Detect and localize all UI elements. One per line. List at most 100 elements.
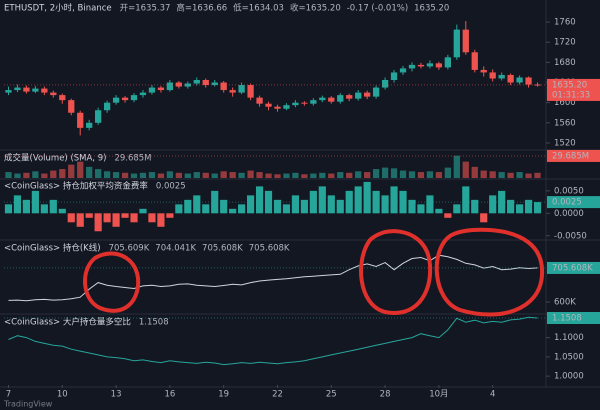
volume-bar bbox=[319, 172, 326, 178]
volume-bar bbox=[426, 171, 434, 178]
funding-bar bbox=[94, 213, 102, 232]
volume-bar bbox=[14, 173, 21, 178]
volume-bar bbox=[95, 169, 102, 178]
candle-body bbox=[112, 97, 120, 103]
volume-bar bbox=[112, 172, 120, 178]
price-tag-label: 0.0025 bbox=[552, 198, 582, 208]
candle-body bbox=[534, 84, 541, 86]
candle-body bbox=[301, 102, 308, 104]
panel-info: 开=1635.37 bbox=[120, 4, 171, 14]
candle-body bbox=[417, 64, 425, 67]
candle-body bbox=[444, 57, 451, 68]
y-tick-label: 1.1000 bbox=[554, 333, 584, 343]
candle-body bbox=[14, 87, 21, 91]
y-tick-label: 1720 bbox=[554, 38, 576, 48]
volume-bar bbox=[274, 174, 281, 178]
funding-bar bbox=[515, 204, 524, 214]
funding-bar bbox=[31, 190, 39, 214]
candle-body bbox=[86, 122, 93, 128]
panel-info: 高=1636.66 bbox=[176, 3, 227, 14]
x-tick-label: 16 bbox=[164, 390, 175, 400]
funding-bar bbox=[229, 208, 237, 214]
funding-bar bbox=[175, 204, 183, 214]
x-tick-label: 19 bbox=[218, 390, 229, 400]
volume-bar bbox=[175, 172, 182, 178]
volume-bar bbox=[417, 172, 425, 178]
panel-info: 704.041K bbox=[155, 244, 196, 254]
volume-bar bbox=[444, 167, 451, 178]
funding-bar bbox=[408, 199, 416, 214]
volume-bar bbox=[328, 173, 335, 178]
volume-bar bbox=[238, 172, 245, 178]
x-tick-label: 10月 bbox=[429, 390, 448, 400]
y-tick-label: 1680 bbox=[554, 58, 576, 68]
candle-body bbox=[193, 80, 200, 84]
funding-bar bbox=[327, 195, 335, 214]
volume-bar bbox=[408, 171, 416, 178]
funding-bar bbox=[291, 195, 300, 214]
x-tick-label: 10 bbox=[57, 390, 68, 400]
y-tick-label: 0.0050 bbox=[554, 186, 584, 196]
current-value: 1635.20 bbox=[414, 4, 449, 14]
y-tick-label: -0.0050 bbox=[554, 231, 587, 241]
circle bbox=[82, 251, 141, 313]
candle-body bbox=[32, 88, 39, 92]
candle-body bbox=[220, 82, 227, 91]
x-tick-label: 4 bbox=[490, 390, 495, 400]
volume-bar bbox=[516, 172, 523, 178]
candle-body bbox=[471, 52, 478, 70]
funding-bar bbox=[480, 213, 488, 223]
candle-body bbox=[516, 77, 523, 83]
candle-body bbox=[319, 97, 326, 101]
funding-bar bbox=[148, 213, 156, 223]
candle-body bbox=[310, 100, 317, 104]
funding-bar bbox=[489, 195, 497, 214]
x-tick-label: 22 bbox=[272, 390, 283, 400]
candle-body bbox=[283, 105, 290, 109]
funding-bar bbox=[49, 199, 57, 214]
x-tick-label: 13 bbox=[111, 390, 122, 400]
volume-bar bbox=[86, 166, 93, 178]
funding-bar bbox=[381, 195, 389, 214]
funding-bar bbox=[435, 208, 443, 214]
candle-body bbox=[211, 82, 218, 86]
candle-body bbox=[435, 63, 443, 68]
series-line bbox=[8, 316, 538, 366]
funding-bar bbox=[238, 204, 246, 214]
panel-info: 705.609K bbox=[109, 244, 150, 254]
funding-bar bbox=[363, 181, 371, 214]
candle-body bbox=[364, 92, 371, 97]
candle-body bbox=[121, 97, 129, 101]
candle-body bbox=[399, 68, 407, 73]
funding-bar bbox=[426, 195, 434, 214]
candle-body bbox=[68, 100, 75, 113]
funding-bar bbox=[354, 186, 362, 214]
panel-title: <CoinGlass> 持仓加权平均资金费率 bbox=[4, 181, 148, 192]
volume-bar bbox=[301, 174, 308, 178]
volume-bar bbox=[220, 171, 227, 178]
volume-bar bbox=[283, 173, 290, 178]
candle-body bbox=[381, 80, 389, 88]
panel-info: -0.17 (-0.01%) bbox=[347, 4, 408, 14]
volume-bar bbox=[525, 173, 532, 178]
volume-bar bbox=[256, 172, 263, 178]
y-tick-label: 1.0500 bbox=[554, 352, 584, 362]
candle-body bbox=[50, 92, 57, 96]
funding-bar bbox=[336, 199, 344, 214]
candle-body bbox=[489, 72, 496, 79]
funding-bar bbox=[22, 199, 31, 214]
x-tick-label: 25 bbox=[326, 390, 337, 400]
volume-bar bbox=[247, 170, 254, 178]
price-tag bbox=[547, 149, 600, 162]
panel-info: 收=1635.20 bbox=[290, 3, 341, 14]
funding-bar bbox=[4, 204, 13, 214]
funding-bar bbox=[507, 199, 515, 214]
funding-bar bbox=[453, 204, 461, 214]
candle-body bbox=[372, 87, 380, 97]
volume-bar bbox=[346, 172, 353, 178]
volume-bar bbox=[372, 169, 380, 178]
funding-bar bbox=[533, 202, 542, 214]
volume-bar bbox=[166, 171, 174, 178]
volume-bar bbox=[310, 173, 317, 178]
